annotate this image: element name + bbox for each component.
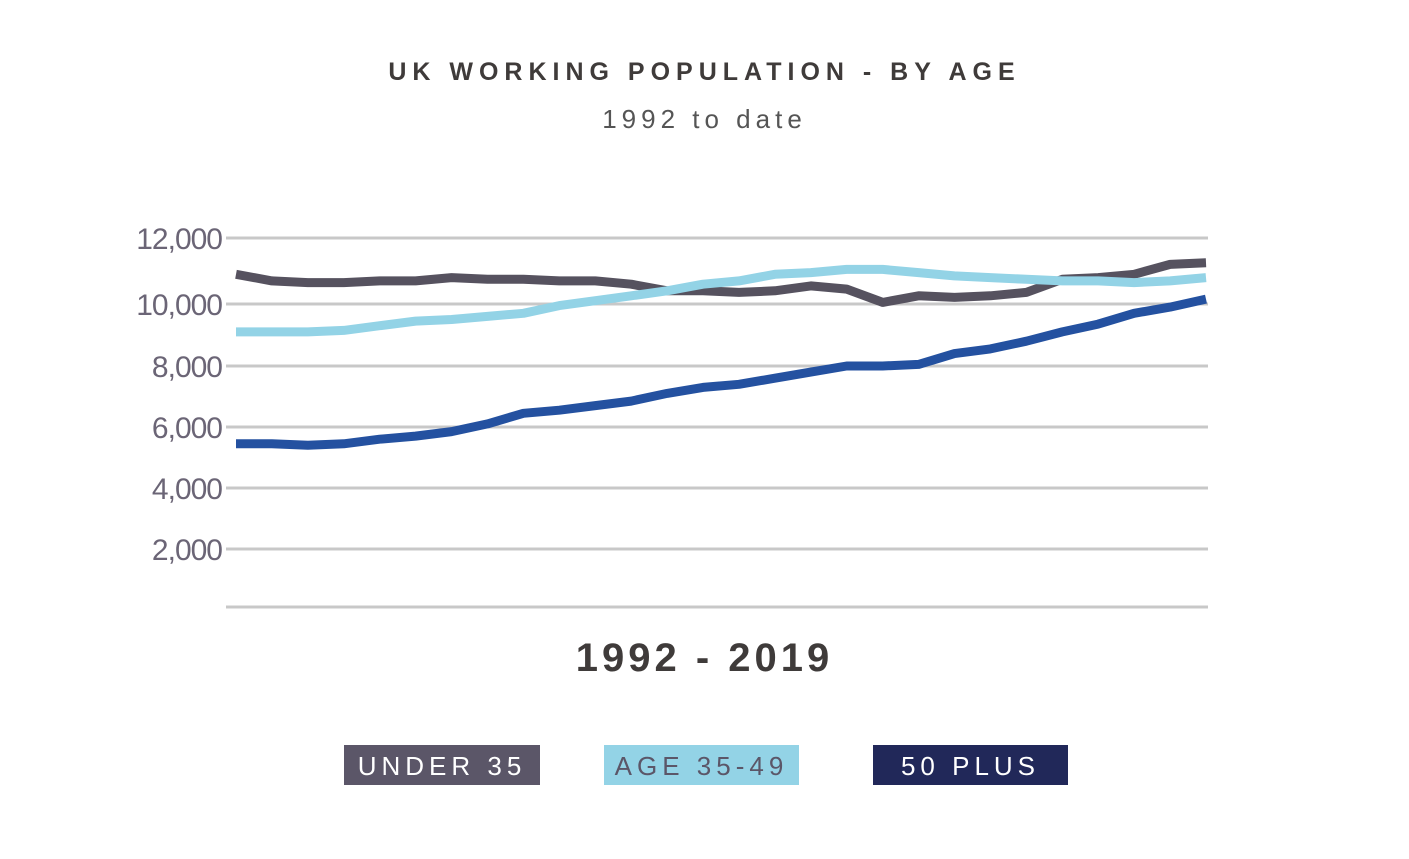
x-axis-label: 1992 - 2019 [575, 636, 834, 680]
chart-subtitle: 1992 to date [602, 104, 807, 134]
y-tick-label: 12,000 [136, 223, 222, 256]
chart-title: UK WORKING POPULATION - BY AGE [388, 58, 1021, 86]
y-tick-label: 8,000 [152, 351, 222, 384]
y-tick-label: 2,000 [152, 534, 222, 567]
series-line-under-35 [235, 258, 1207, 307]
series-line-50-plus [236, 294, 1207, 450]
legend-age-35-49: AGE 35-49 [604, 745, 799, 785]
y-tick-label: 10,000 [136, 289, 222, 322]
y-tick-label: 6,000 [152, 412, 222, 445]
legend-under-35: UNDER 35 [344, 745, 540, 785]
legend-50-plus: 50 PLUS [873, 745, 1068, 785]
series-line-age-35-49 [236, 264, 1207, 337]
y-tick-label: 4,000 [152, 473, 222, 506]
